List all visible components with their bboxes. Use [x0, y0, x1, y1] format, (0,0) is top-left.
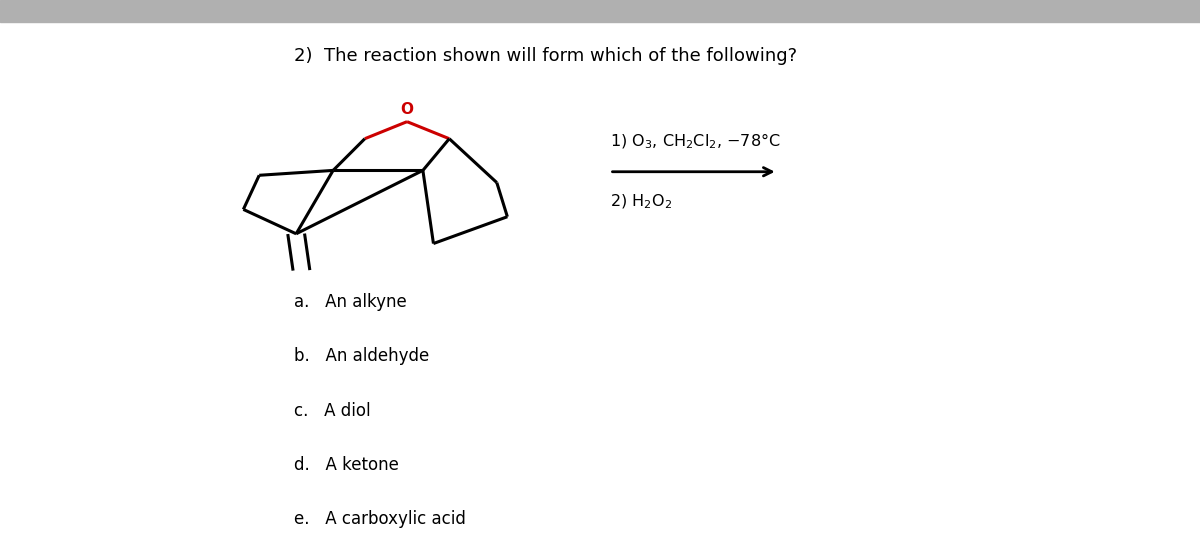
- Text: c.   A diol: c. A diol: [294, 402, 371, 419]
- Text: e.   A carboxylic acid: e. A carboxylic acid: [294, 510, 466, 528]
- Text: 1) O$_3$, CH$_2$Cl$_2$, −78°C: 1) O$_3$, CH$_2$Cl$_2$, −78°C: [610, 131, 780, 151]
- Text: a.   An alkyne: a. An alkyne: [294, 293, 407, 311]
- Text: 2) H$_2$O$_2$: 2) H$_2$O$_2$: [610, 193, 672, 212]
- Text: d.   A ketone: d. A ketone: [294, 456, 398, 474]
- Text: b.   An aldehyde: b. An aldehyde: [294, 347, 430, 365]
- Text: 2)  The reaction shown will form which of the following?: 2) The reaction shown will form which of…: [294, 47, 797, 65]
- Bar: [0, 0, 1200, 22]
- Text: O: O: [401, 102, 414, 117]
